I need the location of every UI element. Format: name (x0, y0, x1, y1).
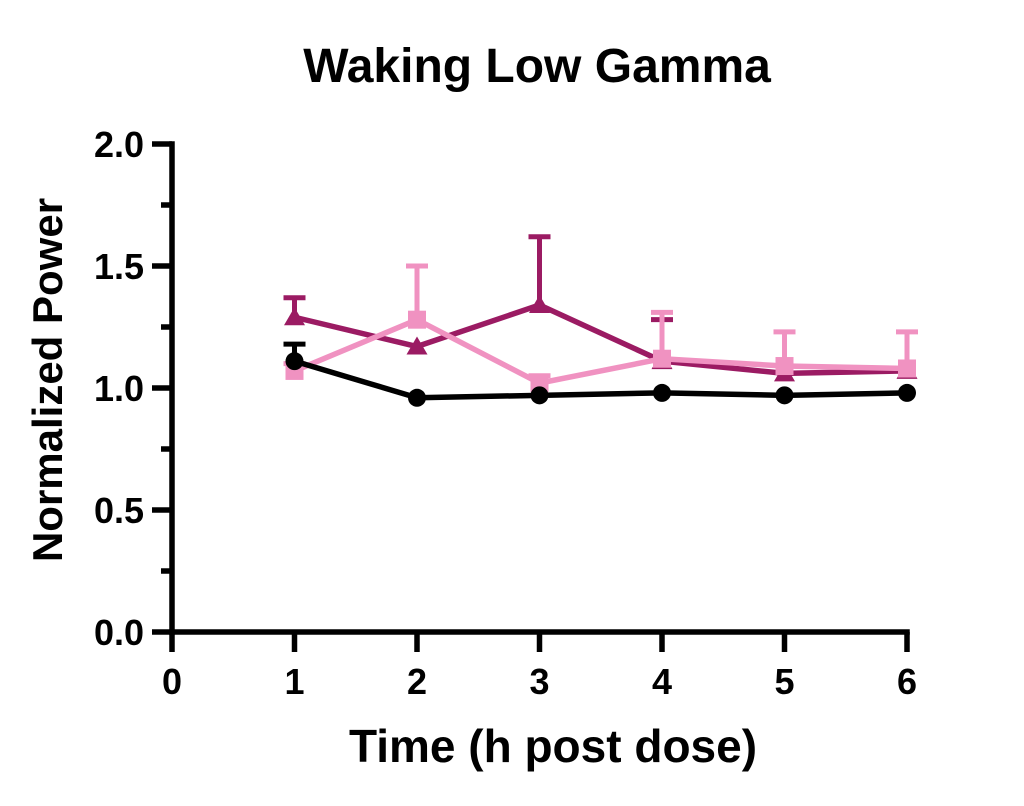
pink-square-series-line (293, 316, 908, 386)
dark-magenta-triangle-series-marker (284, 307, 305, 326)
y-tick-label: 0.0 (94, 612, 144, 653)
y-tick-label: 0.5 (94, 490, 144, 531)
y-tick-label: 1.5 (94, 246, 144, 287)
black-circle-series-marker (775, 386, 794, 405)
x-tick-label: 1 (284, 661, 304, 702)
x-tick-label: 5 (774, 661, 794, 702)
dark-magenta-triangle-series-marker (529, 295, 550, 314)
x-axis-title: Time (h post dose) (349, 720, 757, 772)
x-tick-label: 6 (897, 661, 917, 702)
x-tick-label: 4 (652, 661, 672, 702)
black-circle-series-line (293, 358, 908, 401)
pink-square-series-marker (898, 359, 916, 378)
black-circle-series-marker (653, 383, 671, 402)
x-tick-label: 2 (407, 661, 427, 702)
black-circle-series-marker (408, 388, 426, 407)
pink-square-series-marker (408, 310, 426, 329)
dark-magenta-triangle-series-marker (406, 336, 428, 355)
y-tick-label: 1.0 (94, 368, 144, 409)
y-tick-label: 2.0 (94, 124, 144, 165)
pink-square-series-marker (653, 349, 671, 368)
black-circle-series-marker (285, 352, 304, 371)
black-circle-series-marker (530, 386, 549, 405)
black-circle-series-marker (898, 383, 916, 402)
x-tick-label: 3 (529, 661, 549, 702)
pink-square-series-marker (775, 357, 794, 376)
x-tick-label: 0 (162, 661, 182, 702)
y-axis-title: Normalized Power (24, 198, 71, 562)
dark-magenta-triangle-series-line (293, 302, 908, 377)
chart-title: Waking Low Gamma (303, 40, 771, 93)
